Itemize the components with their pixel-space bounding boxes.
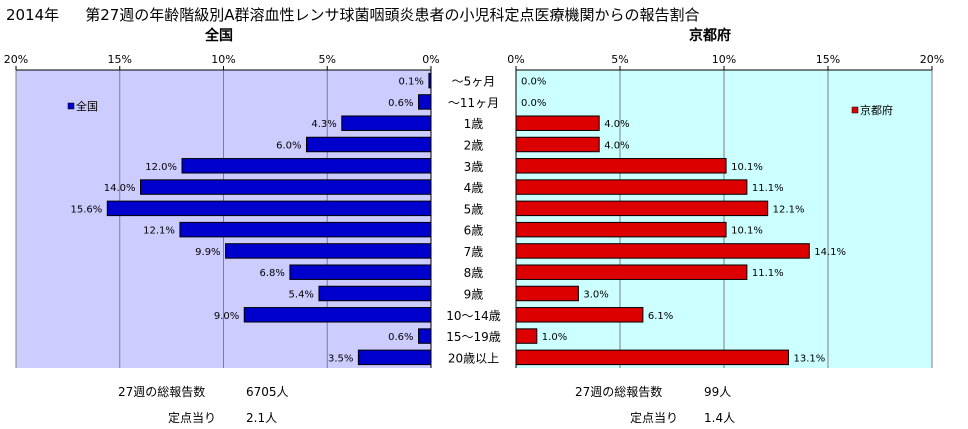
- right-tick-label: 20%: [920, 53, 944, 66]
- category-label: 4歳: [464, 181, 484, 195]
- left-tick-label: 20%: [4, 53, 28, 66]
- left-data-label: 5.4%: [289, 290, 314, 301]
- left-legend-swatch: [67, 102, 75, 110]
- category-label: 8歳: [464, 266, 484, 280]
- left-per-value: 2.1人: [246, 411, 278, 425]
- left-total-label: 27週の総報告数: [118, 385, 206, 399]
- left-legend-label: 全国: [76, 99, 98, 113]
- left-tick-label: 15%: [108, 53, 132, 66]
- category-label: 10～14歳: [446, 309, 501, 323]
- left-bar: [306, 136, 432, 153]
- right-bar: [515, 328, 538, 344]
- category-label: 5歳: [464, 202, 484, 216]
- left-bar: [418, 94, 432, 110]
- category-label: 15～19歳: [446, 330, 501, 344]
- right-total-label: 27週の総報告数: [575, 385, 663, 399]
- left-data-label: 9.0%: [214, 311, 239, 322]
- left-bar: [243, 307, 432, 323]
- right-per-label: 定点当り: [630, 411, 679, 425]
- right-total-value: 99人: [704, 385, 732, 399]
- right-data-label: 0.0%: [521, 98, 546, 109]
- left-data-label: 0.6%: [388, 98, 413, 109]
- right-data-label: 10.1%: [731, 226, 763, 237]
- left-bar: [428, 72, 432, 89]
- right-bar: [515, 243, 810, 259]
- right-data-label: 1.0%: [542, 332, 567, 343]
- right-bar: [515, 349, 789, 366]
- right-data-label: 10.1%: [731, 162, 763, 173]
- right-chart-title: 京都府: [689, 28, 731, 44]
- left-data-label: 12.0%: [145, 162, 177, 173]
- right-data-label: 11.1%: [752, 183, 784, 194]
- right-data-label: 3.0%: [583, 290, 608, 301]
- right-data-label: 4.0%: [604, 141, 629, 152]
- right-bar: [515, 115, 600, 131]
- left-bar: [179, 221, 432, 238]
- left-total-value: 6705人: [246, 385, 289, 399]
- left-per-label: 定点当り: [168, 411, 217, 425]
- left-data-label: 14.0%: [104, 183, 136, 194]
- category-label: ～5ヶ月: [452, 75, 496, 89]
- left-tick-label: 10%: [211, 53, 235, 66]
- category-label: 20歳以上: [448, 351, 499, 365]
- right-per-value: 1.4人: [704, 411, 736, 425]
- left-bar: [357, 349, 432, 366]
- right-data-label: 13.1%: [793, 353, 825, 364]
- category-label: 9歳: [464, 288, 484, 302]
- category-label: 1歳: [464, 117, 484, 131]
- right-tick-label: 15%: [816, 53, 840, 66]
- category-label: 6歳: [464, 224, 484, 238]
- left-bar: [341, 115, 432, 131]
- left-data-label: 6.8%: [259, 268, 284, 279]
- right-bar: [515, 136, 600, 153]
- category-label: 7歳: [464, 245, 484, 259]
- right-legend-label: 京都府: [860, 103, 893, 117]
- right-tick-label: 10%: [712, 53, 736, 66]
- left-data-label: 4.3%: [311, 119, 336, 130]
- right-bar: [515, 200, 769, 217]
- left-tick-label: 5%: [319, 53, 336, 66]
- category-label: 2歳: [464, 139, 484, 153]
- left-chart-title: 全国: [205, 28, 233, 44]
- right-data-label: 4.0%: [604, 119, 629, 130]
- left-data-label: 15.6%: [71, 204, 103, 215]
- year-label: 2014年: [6, 6, 60, 24]
- right-legend-swatch: [851, 106, 859, 114]
- left-bar: [418, 328, 432, 344]
- left-bar: [225, 243, 432, 259]
- chart-title: 2014年 第27週の年齢階級別A群溶血性レンサ球菌咽頭炎患者の小児科定点医療機関…: [6, 4, 700, 25]
- right-bar: [515, 158, 727, 174]
- title-text: 第27週の年齢階級別A群溶血性レンサ球菌咽頭炎患者の小児科定点医療機関からの報告…: [85, 6, 700, 24]
- right-bar: [515, 179, 748, 195]
- category-label: ～11ヶ月: [448, 96, 499, 110]
- left-data-label: 6.0%: [276, 141, 301, 152]
- right-data-label: 0.0%: [521, 77, 546, 88]
- left-bar: [106, 200, 432, 217]
- left-bar: [289, 264, 432, 280]
- category-label: 3歳: [464, 160, 484, 174]
- right-data-label: 11.1%: [752, 268, 784, 279]
- right-data-label: 12.1%: [773, 204, 805, 215]
- left-data-label: 0.1%: [399, 77, 424, 88]
- right-tick-label: 0%: [507, 53, 524, 66]
- right-bar: [515, 285, 579, 302]
- left-data-label: 12.1%: [143, 226, 175, 237]
- right-data-label: 6.1%: [648, 311, 673, 322]
- right-bar: [515, 307, 644, 323]
- left-bar: [140, 179, 432, 195]
- right-data-label: 14.1%: [814, 247, 846, 258]
- left-tick-label: 0%: [422, 53, 439, 66]
- left-data-label: 9.9%: [195, 247, 220, 258]
- left-bar: [318, 285, 432, 302]
- left-data-label: 3.5%: [328, 353, 353, 364]
- left-data-label: 0.6%: [388, 332, 413, 343]
- left-bar: [181, 158, 432, 174]
- right-bar: [515, 221, 727, 238]
- right-tick-label: 5%: [611, 53, 628, 66]
- right-bar: [515, 264, 748, 280]
